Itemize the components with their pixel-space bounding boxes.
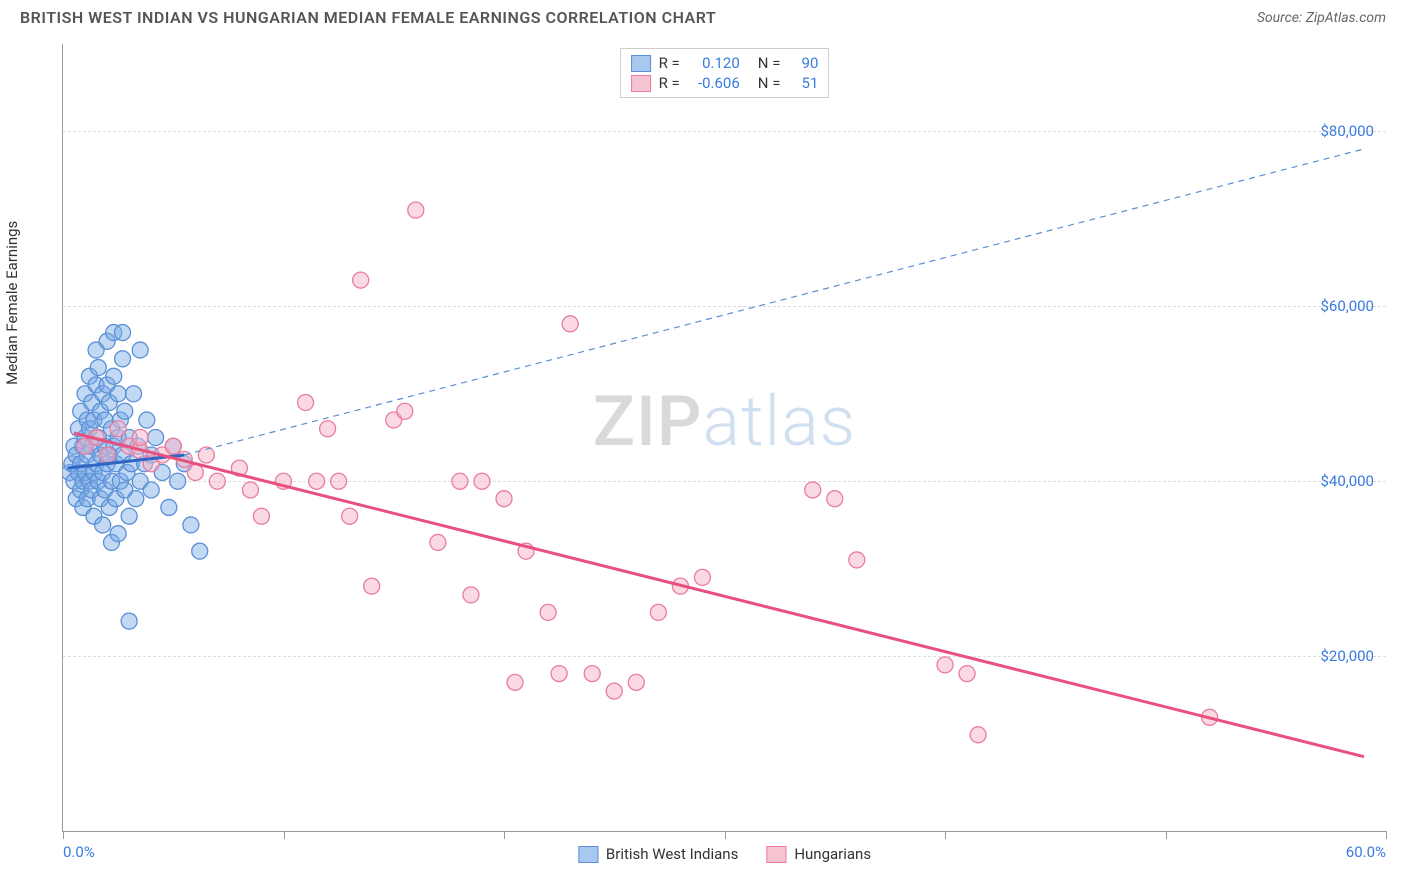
plot-svg (63, 44, 1386, 831)
data-point (126, 386, 142, 402)
legend-swatch (631, 75, 651, 92)
data-point (540, 604, 556, 620)
n-label: N = (758, 74, 781, 92)
r-value: 0.120 (688, 54, 740, 72)
data-point (99, 447, 115, 463)
data-point (849, 552, 865, 568)
legend-label: Hungarians (794, 845, 871, 863)
chart-container: Median Female Earnings ZIPatlas R =0.120… (20, 44, 1386, 872)
data-point (115, 325, 131, 341)
data-point (165, 438, 181, 454)
series-legend: British West Indians Hungarians (566, 845, 883, 863)
data-point (805, 482, 821, 498)
xtick (504, 831, 505, 839)
data-point (606, 683, 622, 699)
xtick-label-max: 60.0% (1346, 843, 1386, 861)
data-point (309, 473, 325, 489)
data-point (90, 360, 106, 376)
data-point (562, 316, 578, 332)
xtick (63, 831, 64, 839)
data-point (463, 587, 479, 603)
data-point (474, 473, 490, 489)
data-point (970, 727, 986, 743)
data-point (110, 386, 126, 402)
trend-line (74, 433, 1364, 757)
data-point (452, 473, 468, 489)
legend-swatch (766, 846, 786, 863)
data-point (320, 421, 336, 437)
data-point (694, 569, 710, 585)
data-point (183, 517, 199, 533)
xtick (945, 831, 946, 839)
r-value: -0.606 (688, 74, 740, 92)
data-point (959, 666, 975, 682)
data-point (128, 491, 144, 507)
legend-row: R = 0.120 N = 90 (631, 53, 819, 73)
legend-row: R = -0.606 N = 51 (631, 73, 819, 93)
y-axis-label: Median Female Earnings (3, 221, 21, 385)
r-label: R = (659, 54, 680, 72)
legend-item: British West Indians (578, 845, 738, 863)
r-label: R = (659, 74, 680, 92)
data-point (342, 508, 358, 524)
data-point (331, 473, 347, 489)
data-point (584, 666, 600, 682)
data-point (121, 613, 137, 629)
data-point (253, 508, 269, 524)
data-point (117, 403, 133, 419)
data-point (430, 534, 446, 550)
data-point (106, 368, 122, 384)
data-point (139, 412, 155, 428)
legend-item: Hungarians (766, 845, 871, 863)
plot-area: ZIPatlas R =0.120N =90R =-0.606N =51 Bri… (62, 44, 1386, 832)
xtick (1166, 831, 1167, 839)
data-point (192, 543, 208, 559)
data-point (650, 604, 666, 620)
data-point (397, 403, 413, 419)
data-point (298, 395, 314, 411)
data-point (187, 464, 203, 480)
data-point (209, 473, 225, 489)
data-point (353, 272, 369, 288)
data-point (827, 491, 843, 507)
source-label: Source: ZipAtlas.com (1257, 10, 1386, 26)
data-point (364, 578, 380, 594)
data-point (170, 473, 186, 489)
data-point (148, 430, 164, 446)
data-point (132, 342, 148, 358)
data-point (110, 526, 126, 542)
data-point (132, 430, 148, 446)
data-point (242, 482, 258, 498)
xtick-label-min: 0.0% (63, 843, 95, 861)
xtick (284, 831, 285, 839)
chart-title: BRITISH WEST INDIAN VS HUNGARIAN MEDIAN … (20, 8, 716, 27)
data-point (121, 508, 137, 524)
n-label: N = (758, 54, 781, 72)
correlation-legend: R = 0.120 N = 90 R = -0.606 N = 51 (620, 48, 830, 98)
data-point (115, 351, 131, 367)
n-value: 90 (788, 54, 818, 72)
legend-swatch (578, 846, 598, 863)
data-point (507, 674, 523, 690)
legend-swatch (631, 55, 651, 72)
data-point (551, 666, 567, 682)
data-point (496, 491, 512, 507)
legend-label: British West Indians (606, 845, 738, 863)
data-point (937, 657, 953, 673)
n-value: 51 (788, 74, 818, 92)
data-point (161, 499, 177, 515)
xtick (725, 831, 726, 839)
data-point (110, 421, 126, 437)
trend-line-dashed (184, 149, 1364, 455)
xtick (1386, 831, 1387, 839)
data-point (143, 482, 159, 498)
data-point (408, 202, 424, 218)
data-point (628, 674, 644, 690)
data-point (95, 517, 111, 533)
